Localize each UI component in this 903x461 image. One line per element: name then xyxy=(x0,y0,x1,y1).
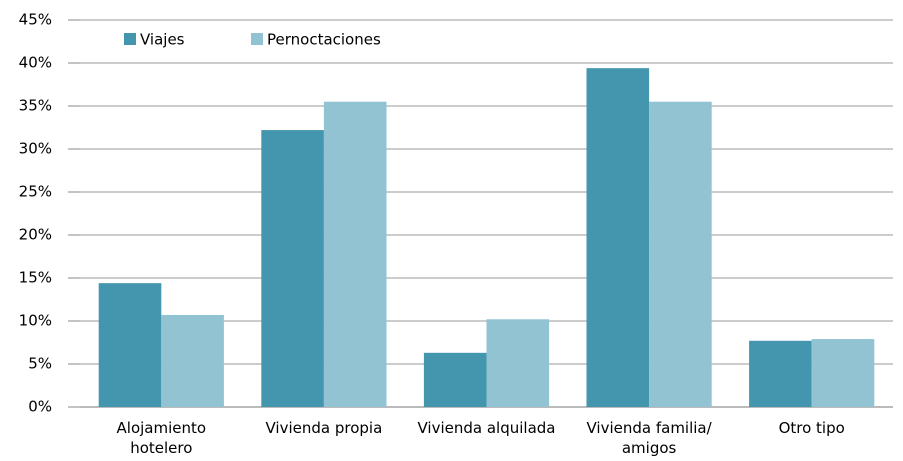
y-tick-label: 5% xyxy=(28,355,52,373)
bar xyxy=(261,130,324,407)
x-tick-label: Vivienda familia/ amigos xyxy=(586,419,712,457)
legend-label: Pernoctaciones xyxy=(267,31,381,49)
y-tick-label: 35% xyxy=(19,97,52,115)
x-tick-label: Vivienda alquilada xyxy=(417,419,556,437)
y-tick-label: 0% xyxy=(28,398,52,416)
legend-swatch xyxy=(251,33,263,45)
bar xyxy=(749,340,812,407)
bar xyxy=(423,352,487,407)
legend-label: Viajes xyxy=(140,31,185,49)
legend-swatch xyxy=(124,33,136,45)
bar xyxy=(323,101,387,407)
x-tick-label: Alojamiento hotelero xyxy=(116,419,207,457)
bar xyxy=(98,283,162,407)
bar xyxy=(161,314,224,407)
bar xyxy=(586,68,650,407)
bar xyxy=(649,101,712,407)
bar xyxy=(486,319,550,407)
y-tick-label: 30% xyxy=(19,140,52,158)
y-tick-label: 25% xyxy=(19,183,52,201)
x-tick-label: Vivienda propia xyxy=(265,419,383,437)
y-tick-label: 45% xyxy=(19,11,52,29)
y-tick-label: 40% xyxy=(19,54,52,72)
y-tick-label: 15% xyxy=(19,269,52,287)
y-tick-label: 10% xyxy=(19,312,52,330)
y-tick-label: 20% xyxy=(19,226,52,244)
bar xyxy=(811,339,875,407)
x-tick-label: Otro tipo xyxy=(778,419,845,437)
